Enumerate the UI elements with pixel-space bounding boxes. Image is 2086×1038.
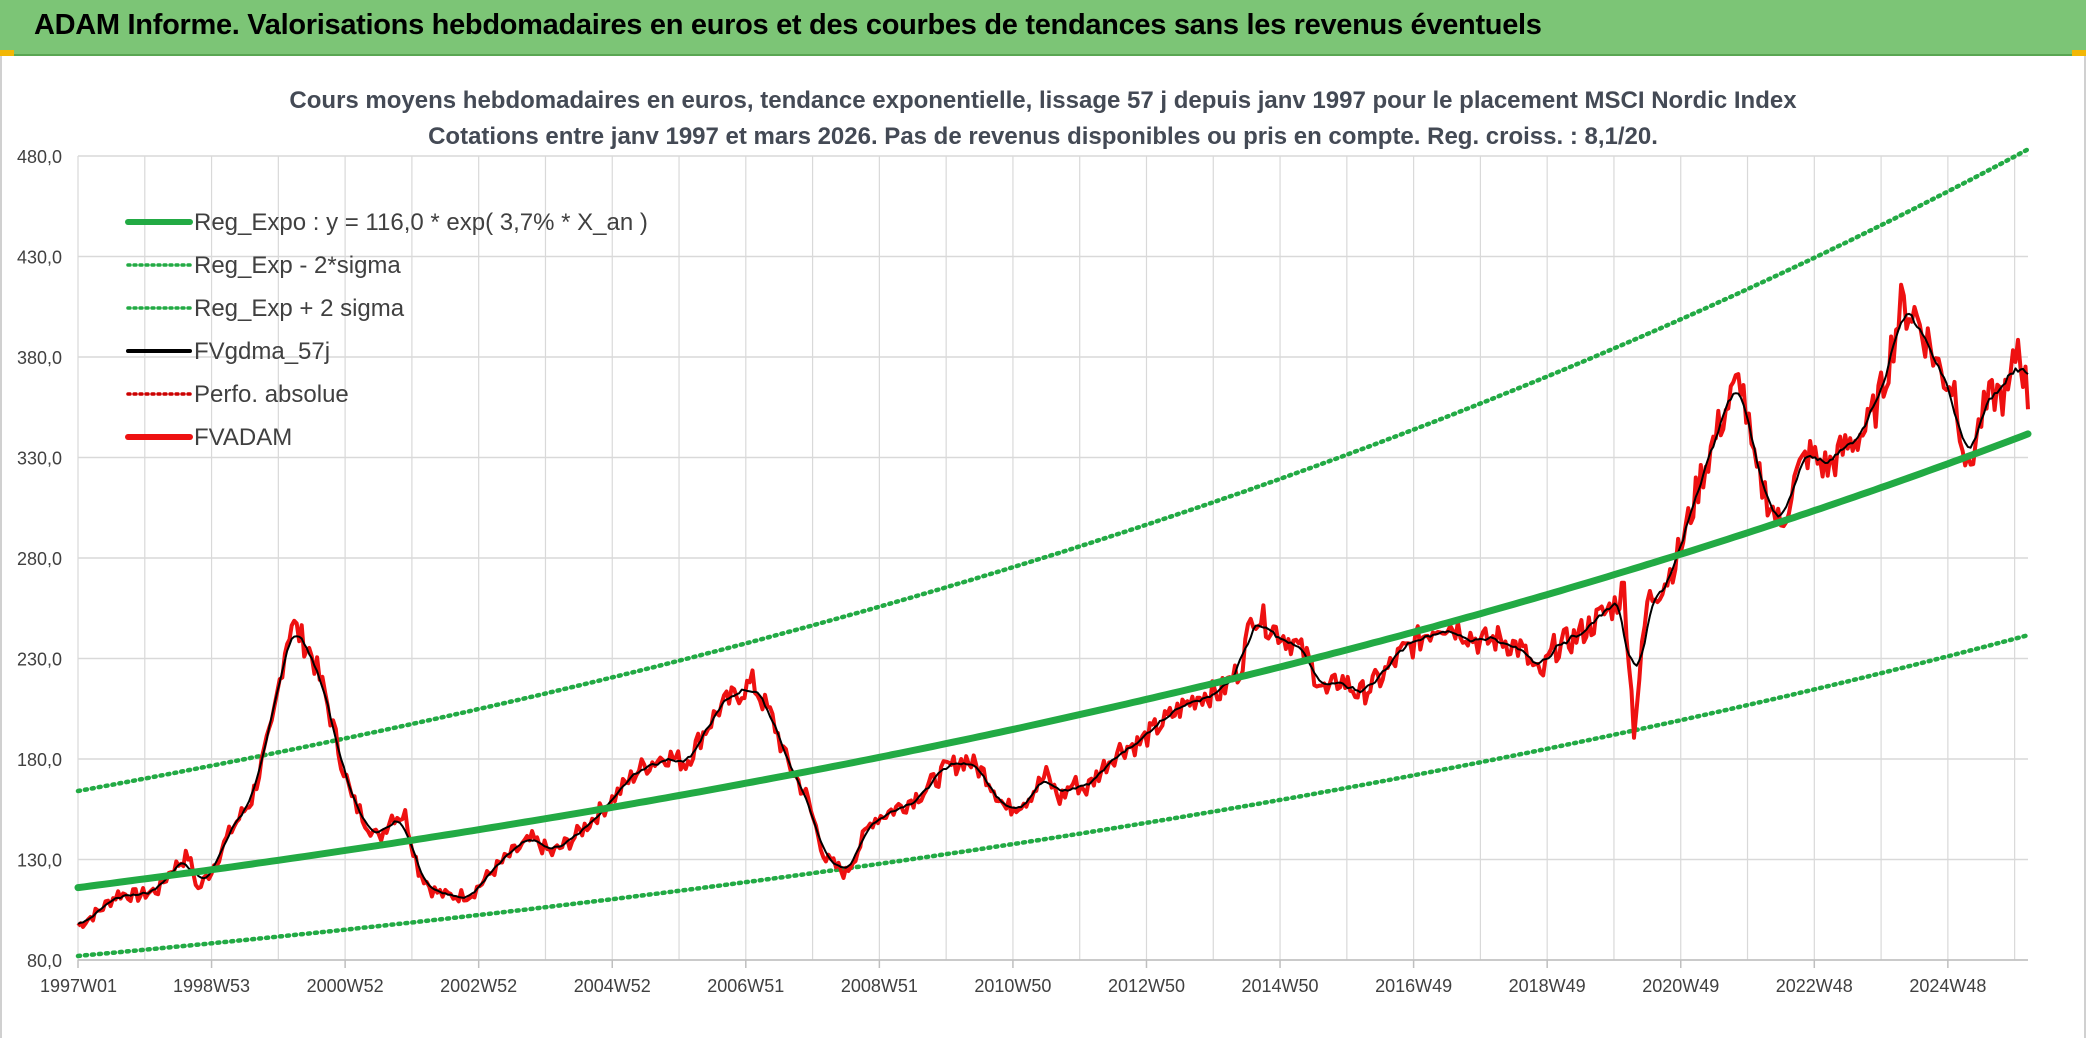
x-axis: 1997W01 1998W53 2000W52 2002W52 2004W52 2006W…: [40, 959, 2028, 996]
y-tick-label: 130,0: [17, 851, 62, 871]
chart-legend: Reg_Expo : y = 116,0 * exp( 3,7% * X_an …: [125, 209, 648, 451]
y-tick-label: 480,0: [17, 147, 62, 167]
plot-area: [74, 147, 2032, 959]
fvadam-line: [76, 282, 2030, 929]
x-tick-label: 2010W50: [974, 976, 1051, 996]
legend-entry: Reg_Exp + 2 sigma: [194, 295, 405, 322]
x-tick-label: 2016W49: [1375, 976, 1452, 996]
legend-entry: Reg_Expo : y = 116,0 * exp( 3,7% * X_an …: [194, 209, 648, 236]
y-tick-label: 280,0: [17, 549, 62, 569]
reg-exp-minus-2sigma-line: [75, 632, 2031, 959]
trend-chart: Cours moyens hebdomadaires en euros, ten…: [17, 87, 2032, 996]
reg-exp-plus-2sigma-line: [75, 147, 2031, 794]
banner-corner-left: [0, 50, 14, 56]
x-tick-label: 2002W52: [440, 976, 517, 996]
x-tick-label: 2020W49: [1642, 976, 1719, 996]
x-tick-label: 2018W49: [1509, 976, 1586, 996]
x-tick-label: 2014W50: [1242, 976, 1319, 996]
x-tick-label: 2008W51: [841, 976, 918, 996]
y-tick-label: 80,0: [27, 951, 62, 971]
legend-entry: FVADAM: [194, 424, 292, 451]
y-tick-label: 430,0: [17, 248, 62, 268]
report-title: ADAM Informe. Valorisations hebdomadaire…: [34, 9, 1542, 41]
legend-entry: Reg_Exp - 2*sigma: [194, 252, 401, 279]
chart-title-line2: Cotations entre janv 1997 et mars 2026. …: [428, 123, 1658, 150]
x-tick-label: 2000W52: [307, 976, 384, 996]
y-tick-label: 230,0: [17, 650, 62, 670]
x-tick-label: 2022W48: [1776, 976, 1853, 996]
x-tick-label: 2004W52: [574, 976, 651, 996]
report-banner: ADAM Informe. Valorisations hebdomadaire…: [0, 0, 2086, 56]
banner-corner-right: [2072, 50, 2086, 56]
x-tick-label: 2024W48: [1909, 976, 1986, 996]
grid-lines: [77, 155, 2028, 961]
y-tick-label: 380,0: [17, 348, 62, 368]
fvgdma-57j-line: [77, 312, 2029, 925]
legend-entry: FVgdma_57j: [194, 338, 330, 365]
chart-frame: [0, 56, 2086, 1038]
reg-expo-line: [74, 430, 2032, 892]
x-tick-label: 1997W01: [40, 976, 117, 996]
chart-title-line1: Cours moyens hebdomadaires en euros, ten…: [289, 87, 1797, 114]
y-tick-label: 180,0: [17, 750, 62, 770]
x-tick-label: 2012W50: [1108, 976, 1185, 996]
legend-entry: Perfo. absolue: [194, 381, 349, 408]
y-tick-label: 330,0: [17, 449, 62, 469]
y-axis: 80,0 130,0 180,0 230,0 280,0 330,0 380,0 430,0 4…: [17, 147, 62, 971]
x-tick-label: 2006W51: [707, 976, 784, 996]
x-tick-label: 1998W53: [173, 976, 250, 996]
